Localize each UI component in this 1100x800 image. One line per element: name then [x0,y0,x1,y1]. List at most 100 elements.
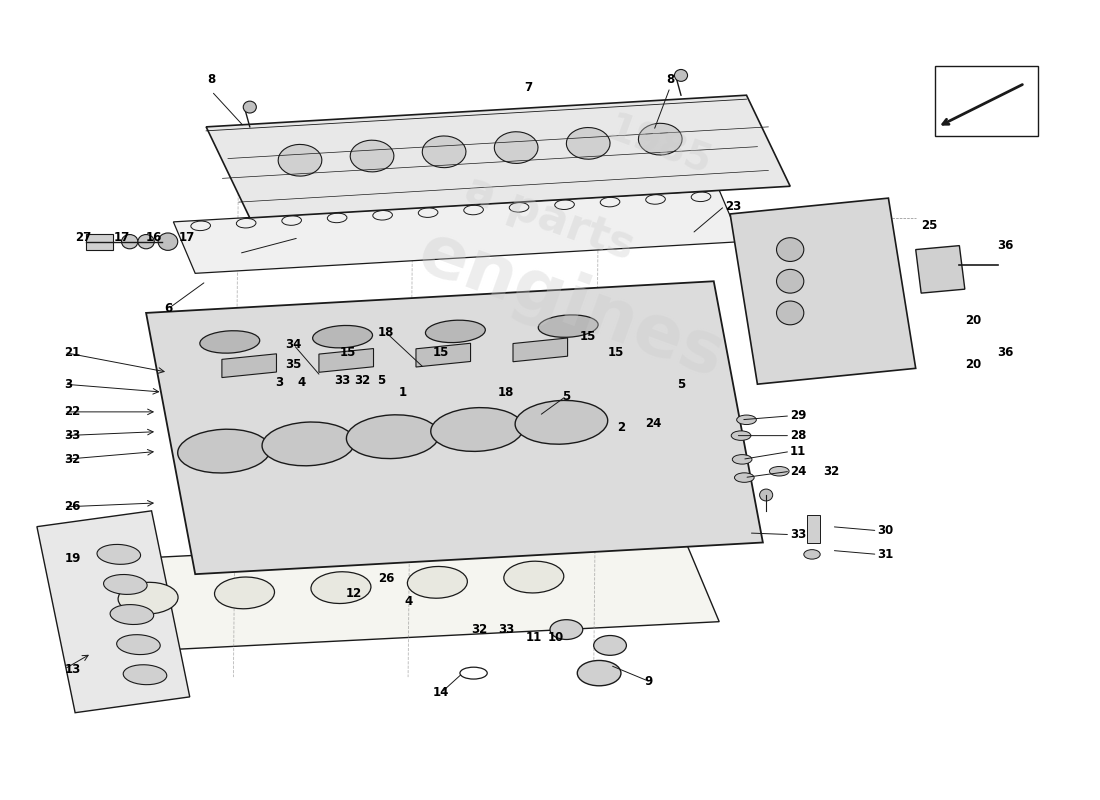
Text: 28: 28 [790,429,806,442]
Ellipse shape [278,145,322,176]
Text: 32: 32 [471,623,487,636]
Ellipse shape [178,430,271,473]
Ellipse shape [422,136,466,168]
Text: 11: 11 [526,631,541,644]
Ellipse shape [732,431,751,440]
Text: 1985: 1985 [602,110,716,183]
Ellipse shape [777,301,804,325]
Polygon shape [915,246,965,293]
Ellipse shape [674,70,688,82]
Ellipse shape [123,665,167,685]
Text: 8: 8 [666,73,674,86]
Ellipse shape [262,422,354,466]
Ellipse shape [504,562,564,593]
Bar [86,234,113,250]
Ellipse shape [312,326,373,348]
Ellipse shape [494,132,538,163]
Text: 31: 31 [878,548,893,561]
Ellipse shape [158,233,178,250]
Text: 5: 5 [562,390,571,402]
Text: 36: 36 [998,239,1014,252]
Ellipse shape [243,101,256,113]
Ellipse shape [777,270,804,293]
Text: engines: engines [409,218,735,393]
Ellipse shape [769,466,789,476]
Ellipse shape [426,320,485,342]
Polygon shape [513,338,568,362]
Text: 33: 33 [498,623,515,636]
Ellipse shape [737,415,757,425]
Text: 3: 3 [275,376,284,389]
Text: 18: 18 [498,386,515,398]
Text: 14: 14 [432,686,449,699]
Ellipse shape [350,140,394,172]
Text: 2: 2 [617,422,625,434]
Text: 24: 24 [646,418,662,430]
Ellipse shape [407,566,468,598]
Text: 5: 5 [676,378,685,390]
Text: a parts: a parts [460,167,640,269]
Ellipse shape [121,234,138,249]
Ellipse shape [638,123,682,155]
Text: 1: 1 [398,386,407,398]
Text: 27: 27 [75,231,91,244]
Ellipse shape [431,408,524,451]
Ellipse shape [515,401,607,444]
Ellipse shape [103,574,147,594]
Ellipse shape [117,634,161,654]
Text: 32: 32 [823,465,839,478]
Polygon shape [222,354,276,378]
Text: 13: 13 [64,662,80,676]
Text: 22: 22 [64,406,80,418]
Text: 15: 15 [580,330,596,343]
Text: 15: 15 [340,346,356,359]
Text: 26: 26 [64,500,80,514]
Text: 35: 35 [285,358,301,371]
Text: 20: 20 [965,358,981,371]
Ellipse shape [735,473,755,482]
Polygon shape [58,530,719,654]
Text: 29: 29 [790,410,806,422]
Text: 32: 32 [64,453,80,466]
Polygon shape [730,198,915,384]
Ellipse shape [538,315,598,338]
Text: 30: 30 [878,524,893,537]
Text: 33: 33 [64,429,80,442]
Text: 26: 26 [378,572,395,585]
Ellipse shape [566,127,610,159]
Text: 36: 36 [998,346,1014,359]
Text: 9: 9 [645,674,652,687]
Polygon shape [146,282,763,574]
Text: 8: 8 [208,73,216,86]
Ellipse shape [594,635,626,655]
Text: 23: 23 [725,199,741,213]
Text: 21: 21 [64,346,80,359]
Text: 4: 4 [404,595,412,608]
Polygon shape [416,343,471,367]
Ellipse shape [804,550,821,559]
Text: 3: 3 [64,378,73,390]
Ellipse shape [214,577,275,609]
Ellipse shape [200,330,260,353]
Text: 19: 19 [64,552,80,565]
Ellipse shape [97,545,141,564]
Ellipse shape [118,582,178,614]
Text: 6: 6 [164,302,172,315]
Text: 5: 5 [376,374,385,386]
Polygon shape [174,190,741,274]
Text: 17: 17 [179,231,195,244]
Ellipse shape [733,454,752,464]
Ellipse shape [777,238,804,262]
Text: 25: 25 [921,219,937,232]
Ellipse shape [550,620,583,639]
Text: 10: 10 [548,631,563,644]
Ellipse shape [578,661,621,686]
Text: 15: 15 [607,346,624,359]
Text: 24: 24 [790,465,806,478]
Polygon shape [319,349,374,372]
Text: 17: 17 [113,231,130,244]
Text: 12: 12 [345,587,362,601]
Ellipse shape [346,415,439,458]
Polygon shape [37,511,189,713]
Ellipse shape [138,234,154,249]
